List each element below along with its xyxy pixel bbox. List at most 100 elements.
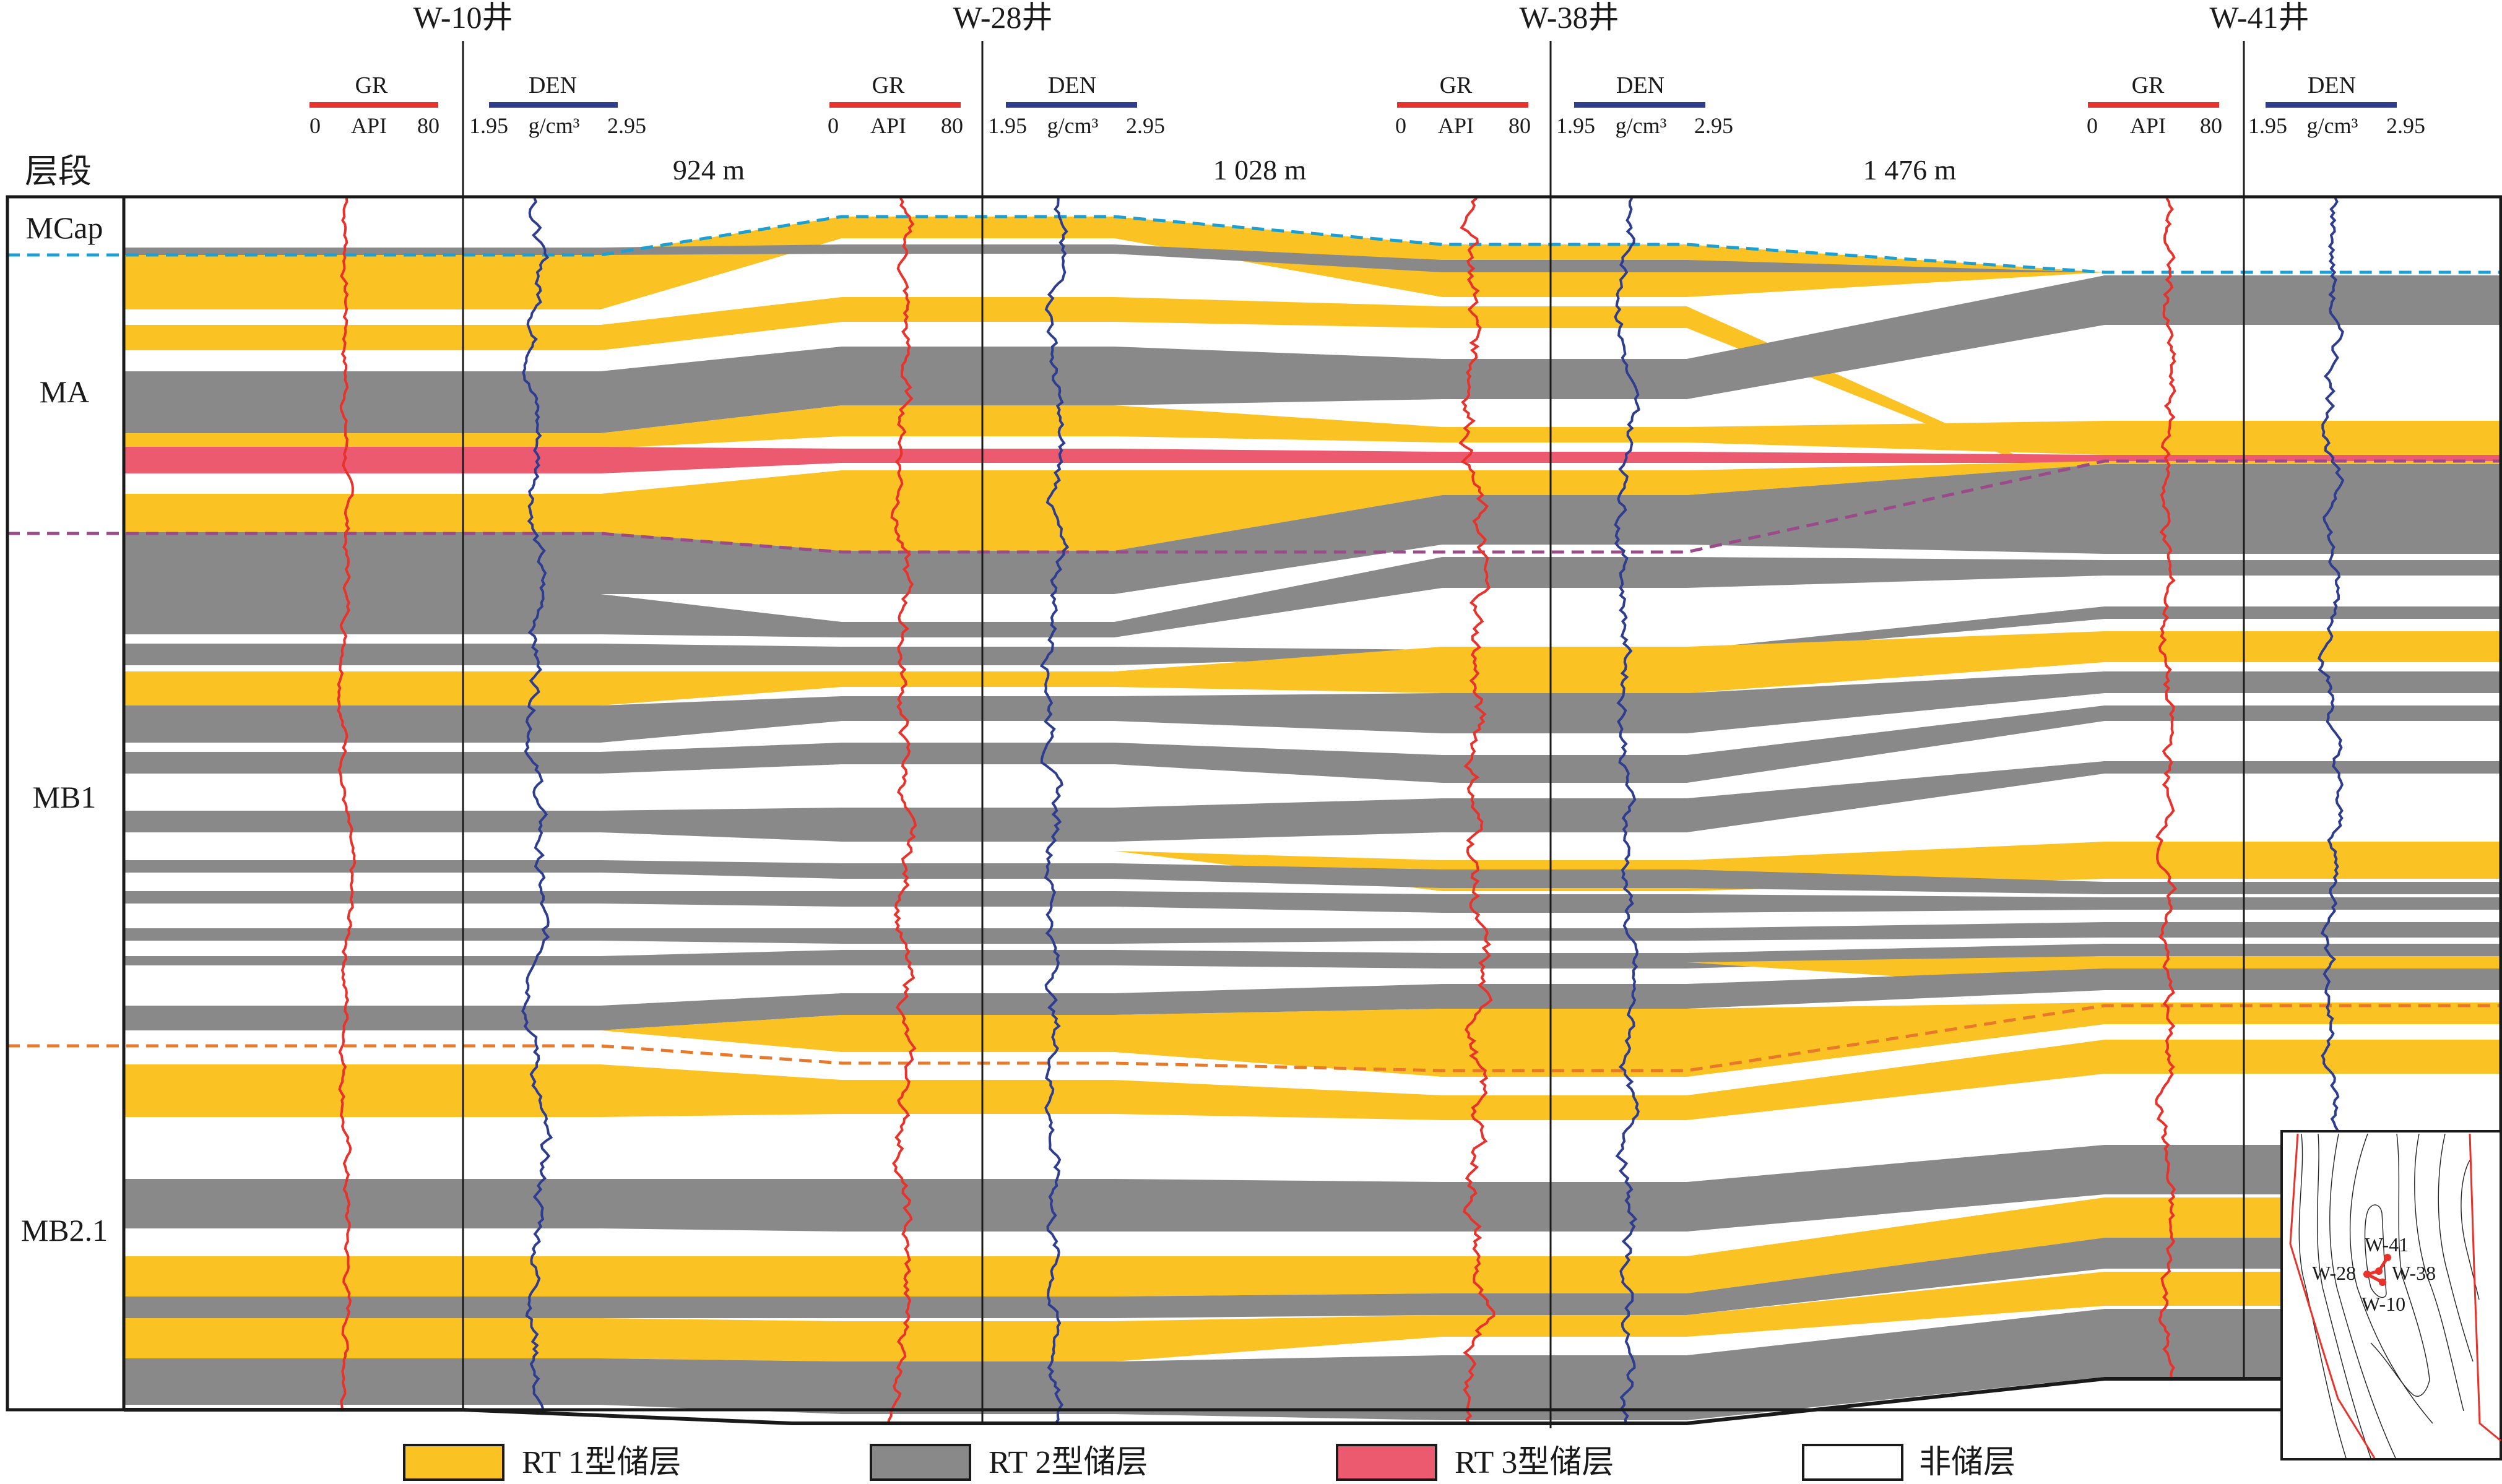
contour-line (2364, 1204, 2387, 1298)
gr-legend-bar (1397, 102, 1528, 108)
den-min: 1.95 (988, 113, 1027, 138)
zone-top-mb1 (7, 459, 2501, 554)
gr-min: 0 (310, 113, 321, 138)
den-max: 2.95 (1126, 113, 1165, 138)
layer-rt1 (124, 1272, 2501, 1361)
legend-item-rt3: RT 3型储层 (1336, 1444, 1614, 1481)
legend-item-rt1: RT 1型储层 (403, 1444, 681, 1481)
legend-label-rt2: RT 2型储层 (989, 1445, 1148, 1480)
den-min: 1.95 (469, 113, 508, 138)
den-label: DEN (2308, 72, 2356, 98)
legend-item-rt2: RT 2型储层 (870, 1444, 1148, 1481)
contour-line (2414, 1133, 2464, 1412)
gr-curve-well-4 (2155, 197, 2178, 1379)
gr-legend-bar (310, 102, 438, 108)
legend: RT 1型储层 RT 2型储层 RT 3型储层 非储层 (403, 1444, 2015, 1481)
gr-max: 80 (1509, 113, 1531, 138)
zone-column-header: 层段 (25, 153, 92, 190)
layer-rt2 (124, 464, 2501, 594)
legend-swatch-non (1802, 1444, 1903, 1481)
gr-legend-bar (2088, 102, 2219, 108)
well-link-line (2363, 1256, 2389, 1284)
gr-unit: API (351, 113, 387, 138)
map-label-w10: W-10 (2361, 1293, 2405, 1315)
gr-min: 0 (2087, 113, 2098, 138)
layer-rt2 (124, 244, 2501, 272)
den-label: DEN (1616, 72, 1664, 98)
layer-rt3 (124, 447, 2501, 473)
legend-label-rt1: RT 1型储层 (522, 1445, 681, 1480)
contour-line (2298, 1133, 2347, 1459)
den-unit: g/cm³ (1047, 113, 1099, 138)
gr-label: GR (872, 72, 905, 98)
zone-top-mb21 (7, 1004, 2501, 1072)
den-legend-bar (1006, 102, 1137, 108)
den-curve-well-1 (521, 197, 553, 1409)
layer-rt2 (124, 275, 2501, 433)
layer-rt1 (124, 405, 2501, 455)
gr-min: 0 (828, 113, 839, 138)
legend-label-rt3: RT 3型储层 (1455, 1445, 1614, 1480)
distance-w38-w41: 1 476 m (1863, 154, 1957, 186)
gr-unit: API (1438, 113, 1474, 138)
legend-swatch-rt1 (403, 1444, 504, 1481)
outer-frame (6, 195, 2502, 1412)
well-title-w41: W-41井 (2209, 0, 2309, 35)
den-unit: g/cm³ (529, 113, 580, 138)
section-frame (6, 41, 2502, 1428)
gr-label: GR (2132, 72, 2165, 98)
den-min: 1.95 (2248, 113, 2287, 138)
header: 层段 W-10井 GR 0 API 80 DEN 1.95 g/cm³ 2.95… (25, 0, 2425, 190)
den-max: 2.95 (607, 113, 646, 138)
zone-boundaries (7, 215, 2501, 1072)
gr-legend-bar (829, 102, 961, 108)
layer-rt2 (124, 557, 2501, 637)
gr-label: GR (1440, 72, 1473, 98)
zone-label-mb21: MB2.1 (21, 1213, 108, 1248)
gr-min: 0 (1395, 113, 1406, 138)
layer-rt2 (124, 761, 2501, 842)
layer-rt2 (124, 705, 2501, 783)
den-curve-well-2 (1039, 197, 1070, 1425)
layer-rt2 (124, 891, 2501, 913)
den-max: 2.95 (1694, 113, 1733, 138)
legend-swatch-rt3 (1336, 1444, 1437, 1481)
distance-w10-w28: 924 m (673, 154, 745, 186)
contour-lines (2298, 1133, 2480, 1459)
den-max: 2.95 (2386, 113, 2425, 138)
layer-rt2 (124, 1145, 2501, 1232)
gr-curve-well-2 (887, 197, 917, 1424)
den-unit: g/cm³ (2307, 113, 2358, 138)
well-title-w28: W-28井 (953, 0, 1052, 35)
boundary-line-east (2469, 1133, 2501, 1442)
map-label-w41: W-41 (2365, 1233, 2409, 1256)
den-label: DEN (529, 72, 577, 98)
den-unit: g/cm³ (1616, 113, 1667, 138)
den-legend-bar (489, 102, 618, 108)
reservoir-layers (124, 217, 2501, 1420)
gr-unit: API (870, 113, 906, 138)
layer-rt1 (124, 1040, 2501, 1120)
zone-label-mb1: MB1 (33, 780, 97, 814)
inset-location-map: W-41 W-28 W-38 W-10 (2280, 1130, 2502, 1460)
well-title-w38: W-38井 (1519, 0, 1619, 35)
zone-top-ma (7, 215, 2501, 274)
den-min: 1.95 (1556, 113, 1595, 138)
layer-rt2 (124, 606, 2501, 665)
layer-rt2 (124, 922, 2501, 944)
well-marker-w10 (2379, 1279, 2386, 1286)
den-legend-bar (2266, 102, 2397, 108)
well-marker-w38 (2375, 1267, 2383, 1275)
gr-unit: API (2130, 113, 2166, 138)
layer-rt2 (124, 1309, 2501, 1420)
contour-line (2461, 1160, 2480, 1300)
layer-rt2 (124, 671, 2501, 743)
zone-labels: MCap MA MB1 MB2.1 (21, 210, 108, 1248)
den-curve-well-3 (1614, 197, 1640, 1424)
legend-swatch-rt2 (870, 1444, 971, 1481)
layer-rt1 (124, 631, 2501, 705)
contour-line (2329, 1133, 2396, 1459)
zone-label-mcap: MCap (26, 210, 103, 245)
gr-label: GR (355, 72, 388, 98)
